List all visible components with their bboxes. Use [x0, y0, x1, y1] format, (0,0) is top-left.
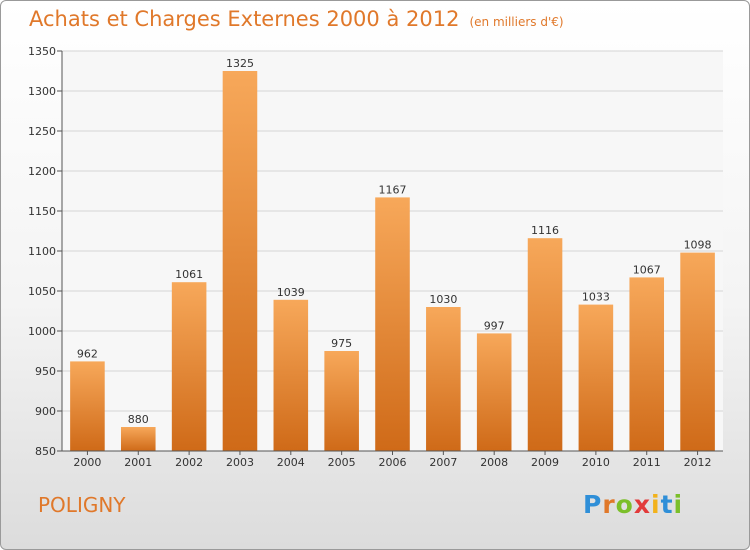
logo-letter: i — [651, 490, 661, 519]
bar — [273, 299, 309, 451]
data-label: 997 — [484, 319, 505, 332]
logo-letter: r — [602, 490, 616, 519]
data-label: 962 — [77, 347, 98, 360]
x-tick-label: 2002 — [175, 456, 203, 469]
y-tick-label: 850 — [35, 445, 56, 458]
logo-letter: i — [673, 490, 684, 519]
chart-title: Achats et Charges Externes 2000 à 2012 (e… — [29, 7, 564, 31]
x-tick-label: 2012 — [684, 456, 712, 469]
data-label: 1067 — [633, 263, 661, 276]
bar — [629, 277, 665, 451]
y-tick-label: 1000 — [28, 325, 56, 338]
bar — [578, 304, 614, 451]
logo-letter: t — [660, 490, 674, 519]
y-tick-label: 1200 — [28, 165, 56, 178]
y-tick-label: 1050 — [28, 285, 56, 298]
x-tick-label: 2001 — [124, 456, 152, 469]
bar — [426, 307, 461, 451]
x-tick-label: 2010 — [582, 456, 610, 469]
x-tick-label: 2011 — [633, 456, 661, 469]
city-name: POLIGNY — [38, 493, 126, 517]
bar — [120, 427, 156, 451]
logo-letter: x — [633, 490, 651, 519]
data-label: 1325 — [226, 57, 254, 70]
proxiti-logo: Proxiti — [583, 490, 683, 519]
chart-unit: (en milliers d'€) — [469, 15, 564, 29]
data-label: 1030 — [429, 293, 457, 306]
axes: 850 900 950 1000 1050 1100 1150 1200 1250 1300 135… — [28, 45, 723, 469]
bar — [680, 252, 715, 451]
chart-title-text: Achats et Charges Externes 2000 à 2012 — [29, 7, 460, 31]
data-label: 1167 — [379, 183, 407, 196]
x-tick-label: 2000 — [73, 456, 101, 469]
y-tick-label: 1300 — [28, 85, 56, 98]
y-tick-label: 1150 — [28, 205, 56, 218]
data-label: 975 — [331, 337, 352, 350]
bar — [324, 351, 359, 451]
data-label: 1098 — [684, 239, 712, 252]
bar — [375, 197, 410, 451]
x-tick-label: 2009 — [531, 456, 559, 469]
bar — [222, 71, 258, 451]
data-label: 1039 — [277, 286, 305, 299]
data-label: 1061 — [175, 268, 203, 281]
x-tick-label: 2003 — [226, 456, 254, 469]
x-tick-label: 2005 — [328, 456, 356, 469]
y-tick-label: 1250 — [28, 125, 56, 138]
bar — [527, 238, 563, 451]
y-tick-label: 1350 — [28, 45, 56, 58]
y-tick-label: 1100 — [28, 245, 56, 258]
logo-letter: P — [583, 490, 603, 519]
logo-letter: o — [615, 490, 634, 519]
data-label: 1033 — [582, 291, 610, 304]
data-label: 1116 — [531, 224, 559, 237]
bar — [476, 333, 512, 451]
bar — [70, 361, 105, 451]
data-label: 880 — [128, 413, 149, 426]
y-tick-label: 900 — [35, 405, 56, 418]
bar — [171, 282, 207, 451]
y-tick-label: 950 — [35, 365, 56, 378]
bars: 962 880 1061 1325 1039 975 1167 1030 997 1116 1033… — [70, 57, 715, 451]
x-tick-label: 2004 — [277, 456, 305, 469]
x-tick-label: 2007 — [429, 456, 457, 469]
x-tick-label: 2006 — [379, 456, 407, 469]
x-tick-label: 2008 — [480, 456, 508, 469]
